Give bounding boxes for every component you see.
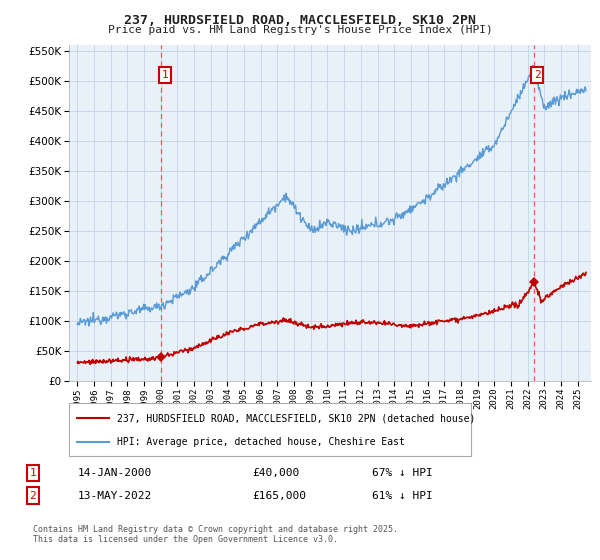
Text: 13-MAY-2022: 13-MAY-2022 bbox=[78, 491, 152, 501]
Text: £165,000: £165,000 bbox=[252, 491, 306, 501]
Text: 14-JAN-2000: 14-JAN-2000 bbox=[78, 468, 152, 478]
Text: Contains HM Land Registry data © Crown copyright and database right 2025.
This d: Contains HM Land Registry data © Crown c… bbox=[33, 525, 398, 544]
Text: 2: 2 bbox=[534, 70, 541, 80]
Text: 237, HURDSFIELD ROAD, MACCLESFIELD, SK10 2PN: 237, HURDSFIELD ROAD, MACCLESFIELD, SK10… bbox=[124, 14, 476, 27]
Text: 67% ↓ HPI: 67% ↓ HPI bbox=[372, 468, 433, 478]
Text: 1: 1 bbox=[29, 468, 37, 478]
Text: £40,000: £40,000 bbox=[252, 468, 299, 478]
Text: HPI: Average price, detached house, Cheshire East: HPI: Average price, detached house, Ches… bbox=[117, 436, 405, 446]
Text: Price paid vs. HM Land Registry's House Price Index (HPI): Price paid vs. HM Land Registry's House … bbox=[107, 25, 493, 35]
Text: 237, HURDSFIELD ROAD, MACCLESFIELD, SK10 2PN (detached house): 237, HURDSFIELD ROAD, MACCLESFIELD, SK10… bbox=[117, 413, 476, 423]
Text: 1: 1 bbox=[161, 70, 168, 80]
Text: 61% ↓ HPI: 61% ↓ HPI bbox=[372, 491, 433, 501]
Text: 2: 2 bbox=[29, 491, 37, 501]
